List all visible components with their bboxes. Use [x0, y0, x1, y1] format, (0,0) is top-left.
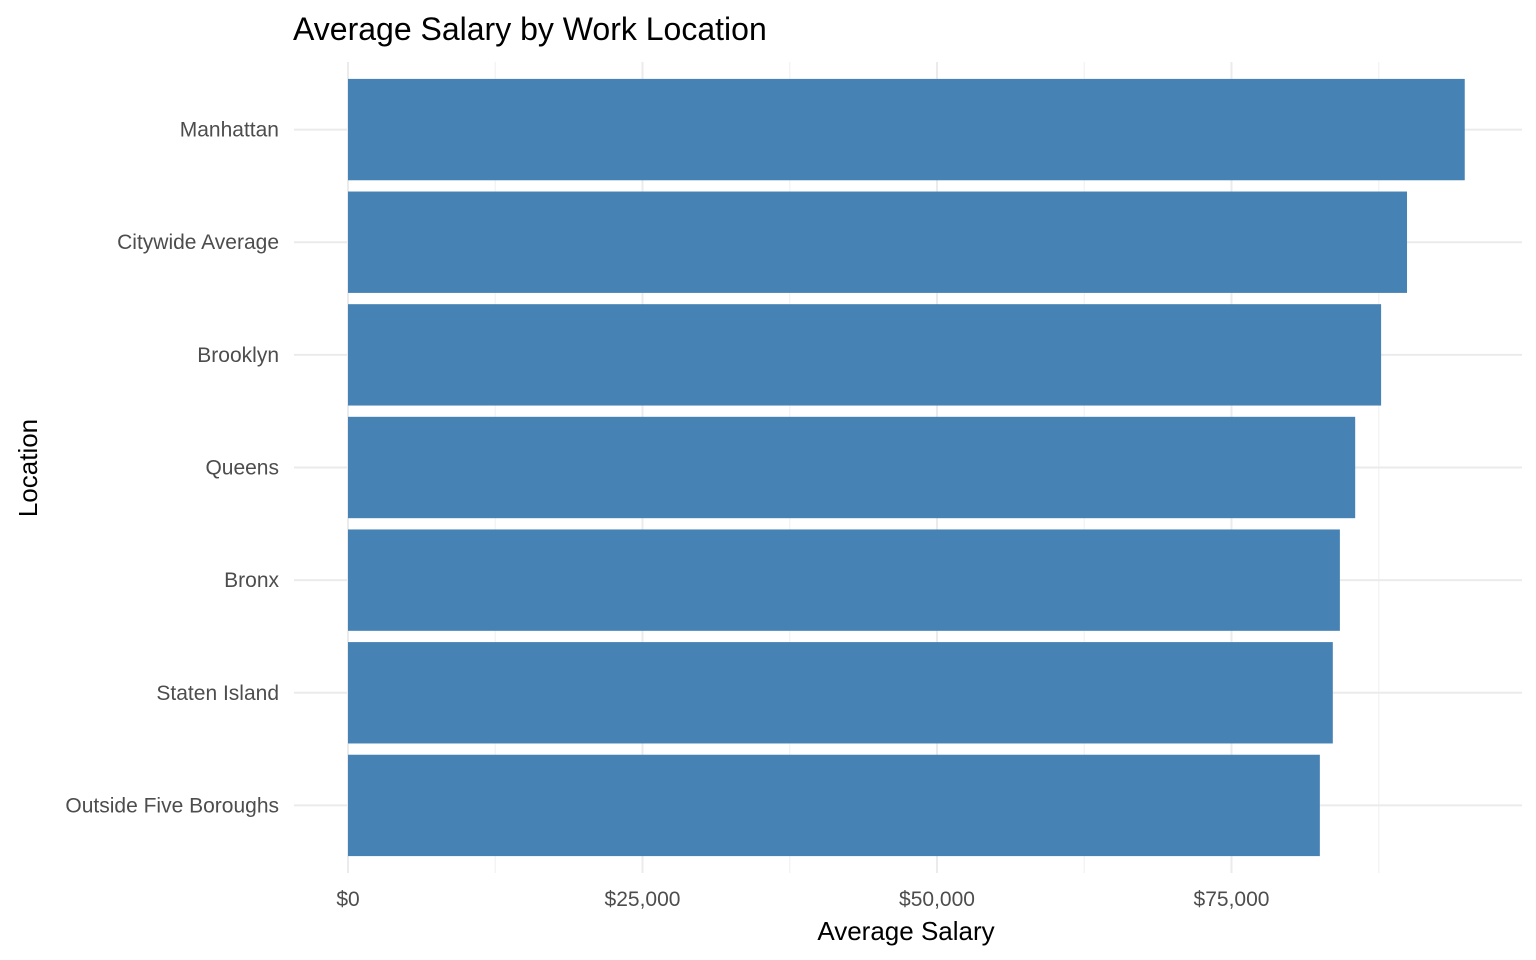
- bar: [348, 78, 1465, 181]
- bar: [348, 642, 1333, 744]
- chart-title: Average Salary by Work Location: [293, 11, 767, 47]
- y-tick-label: Brooklyn: [197, 344, 279, 367]
- x-tick-label: $50,000: [899, 888, 975, 911]
- bar: [348, 754, 1320, 857]
- bars: [348, 78, 1465, 857]
- y-axis-title: Location: [13, 419, 43, 517]
- bar: [348, 529, 1340, 631]
- y-tick-label: Queens: [205, 457, 279, 480]
- bar: [348, 191, 1408, 293]
- bar: [348, 416, 1356, 519]
- y-tick-label: Bronx: [224, 569, 279, 592]
- y-tick-label: Staten Island: [156, 682, 279, 705]
- y-tick-label: Outside Five Boroughs: [65, 794, 279, 817]
- x-tick-label: $75,000: [1194, 888, 1270, 911]
- x-axis-title: Average Salary: [817, 916, 994, 946]
- x-axis-tick-labels: $0 $25,000 $50,000 $75,000: [336, 888, 1269, 911]
- x-tick-label: $0: [336, 888, 359, 911]
- y-axis-tick-labels: Manhattan Citywide Average Brooklyn Queens B…: [65, 119, 279, 818]
- y-tick-label: Citywide Average: [117, 231, 279, 254]
- bar: [348, 304, 1382, 406]
- y-tick-label: Manhattan: [180, 119, 279, 142]
- x-tick-label: $25,000: [605, 888, 681, 911]
